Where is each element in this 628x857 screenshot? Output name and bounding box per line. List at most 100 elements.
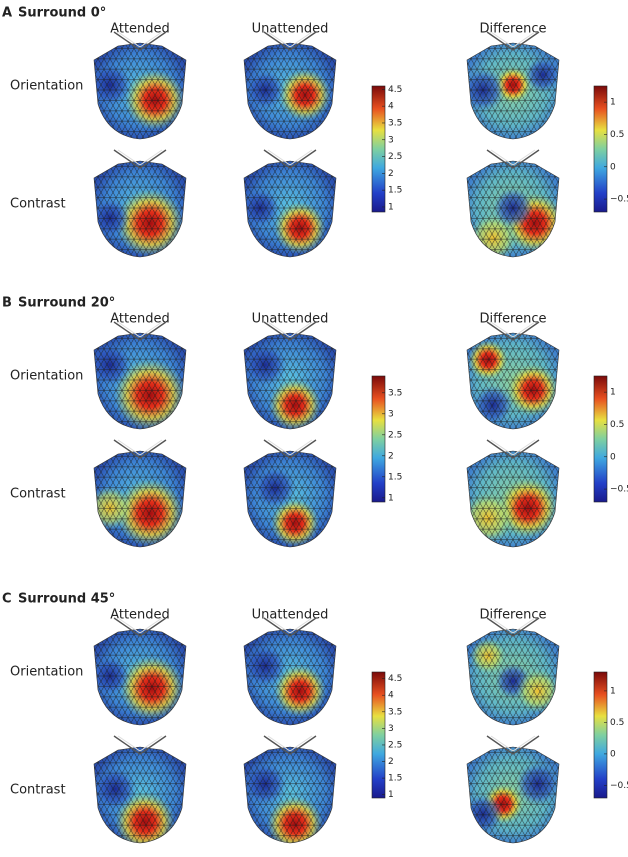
nose-inner xyxy=(117,149,163,166)
nose xyxy=(263,31,317,51)
colorbar-tick-label: 3.5 xyxy=(388,707,402,717)
map-mesh xyxy=(244,161,336,257)
nose-inner xyxy=(267,31,313,48)
nose-inner xyxy=(490,735,536,752)
colorbar-tick-label: 3.5 xyxy=(388,388,402,398)
nose-inner xyxy=(117,617,163,634)
nose xyxy=(263,149,317,169)
head-outline xyxy=(93,160,187,258)
colorbar-tick-label: 1 xyxy=(388,202,394,212)
panel-title: Surround 0° xyxy=(18,6,106,21)
map-fill xyxy=(94,451,186,547)
colorbar-tick-label: 0.5 xyxy=(610,130,624,140)
topographic-map xyxy=(466,439,560,548)
colorbar: 1 1.5 2 2.5 3 3.5 4 4.5 xyxy=(371,671,402,800)
map-mesh xyxy=(244,43,336,139)
nose xyxy=(263,439,317,459)
topographic-map xyxy=(243,31,337,140)
nose-inner xyxy=(267,735,313,752)
colorbar: −0.5 0 0.5 1 xyxy=(593,375,628,503)
colorbar-fill xyxy=(593,85,608,213)
nose-inner xyxy=(490,31,536,48)
nose xyxy=(113,321,167,341)
map-mesh xyxy=(467,333,559,429)
nose-inner xyxy=(267,617,313,634)
colorbar: 1 1.5 2 2.5 3 3.5 4 4.5 xyxy=(371,85,402,212)
nose-inner xyxy=(267,321,313,338)
map-fill xyxy=(244,161,336,257)
map-mesh xyxy=(467,747,559,843)
colorbar: −0.5 0 0.5 1 xyxy=(593,671,628,799)
topographic-map xyxy=(243,149,337,258)
nose xyxy=(113,735,167,755)
head-outline xyxy=(93,628,187,726)
colorbar-tick-label: −0.5 xyxy=(610,195,628,205)
map-mesh xyxy=(94,43,186,139)
nose-inner xyxy=(117,735,163,752)
head-outline xyxy=(93,42,187,140)
map-fill xyxy=(467,747,559,843)
map-fill xyxy=(94,333,186,429)
colorbar-fill xyxy=(593,375,608,503)
nose-inner xyxy=(490,617,536,634)
map-mesh xyxy=(467,43,559,139)
column-label: Difference xyxy=(479,22,546,37)
map-fill xyxy=(467,43,559,139)
colorbar-tick-label: 1 xyxy=(388,790,394,800)
head-outline xyxy=(466,746,560,844)
topographic-map xyxy=(466,735,560,844)
map-fill xyxy=(467,161,559,257)
colorbar-tick-label: 2.5 xyxy=(388,430,402,440)
map-fill xyxy=(467,451,559,547)
head-outline xyxy=(243,746,337,844)
topographic-map xyxy=(93,735,187,844)
nose xyxy=(486,31,540,51)
head-outline xyxy=(243,628,337,726)
nose xyxy=(486,617,540,637)
nose xyxy=(113,31,167,51)
nose xyxy=(486,321,540,341)
colorbar-tick-label: 0 xyxy=(610,452,616,462)
colorbar-tick-label: 4.5 xyxy=(388,674,402,684)
nose xyxy=(113,149,167,169)
column-label: Attended xyxy=(110,22,170,37)
column-label: Attended xyxy=(110,312,170,327)
topographic-map xyxy=(93,617,187,726)
map-mesh xyxy=(244,629,336,725)
map-fill xyxy=(244,333,336,429)
map-fill xyxy=(94,161,186,257)
panel-letter: B xyxy=(2,296,12,311)
map-fill xyxy=(94,43,186,139)
map-mesh xyxy=(94,451,186,547)
colorbar-tick-label: 1 xyxy=(388,493,394,503)
colorbar-tick-label: 4 xyxy=(388,102,394,112)
map-mesh xyxy=(244,451,336,547)
column-label: Unattended xyxy=(252,608,329,623)
topographic-map xyxy=(243,617,337,726)
map-mesh xyxy=(94,161,186,257)
nose xyxy=(113,439,167,459)
colorbar-tick-label: 3 xyxy=(388,724,394,734)
colorbar-tick-label: 2 xyxy=(388,169,394,179)
nose-inner xyxy=(267,149,313,166)
colorbar-tick-label: 4 xyxy=(388,691,394,701)
topographic-map xyxy=(466,149,560,258)
map-fill xyxy=(244,629,336,725)
map-fill xyxy=(467,629,559,725)
topographic-map xyxy=(466,31,560,140)
topographic-map xyxy=(466,321,560,430)
topographic-map xyxy=(243,321,337,430)
colorbar-tick-label: 0.5 xyxy=(610,420,624,430)
colorbar-tick-label: 2 xyxy=(388,451,394,461)
colorbar-tick-label: 1 xyxy=(610,686,616,696)
map-mesh xyxy=(467,451,559,547)
colorbar-tick-label: 2.5 xyxy=(388,740,402,750)
topographic-map xyxy=(93,439,187,548)
head-outline xyxy=(243,160,337,258)
panel-header: B Surround 20° xyxy=(2,296,115,311)
nose xyxy=(113,617,167,637)
map-mesh xyxy=(467,161,559,257)
map-fill xyxy=(94,629,186,725)
row-label: Orientation xyxy=(10,665,83,680)
column-label: Attended xyxy=(110,608,170,623)
